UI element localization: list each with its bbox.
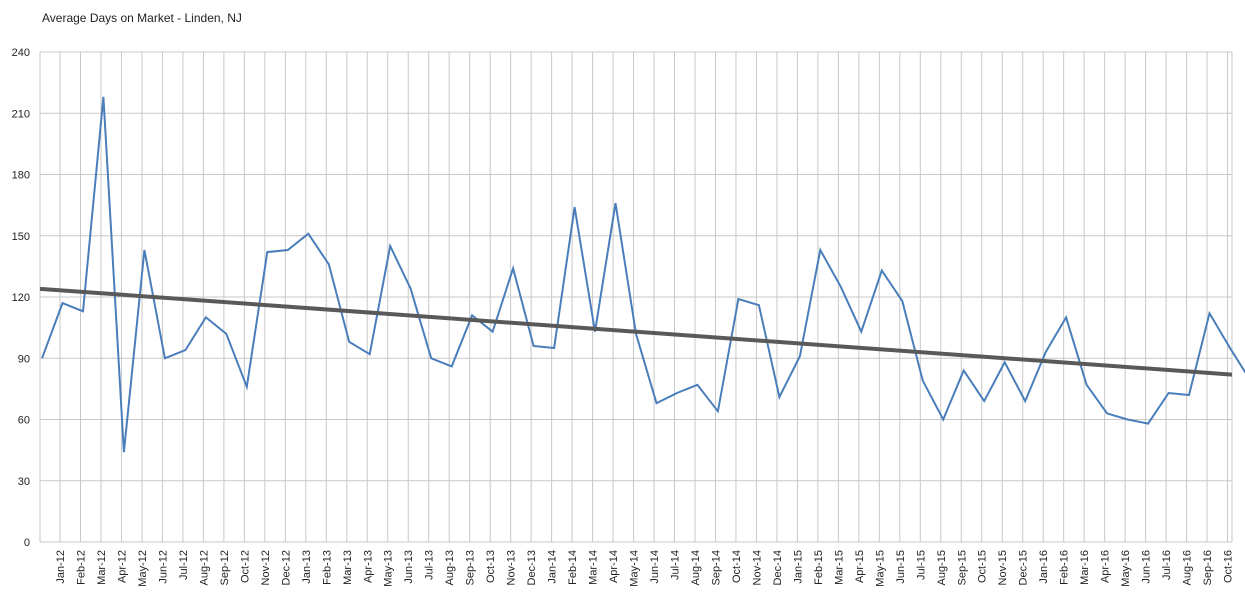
x-tick-label: May-13	[383, 550, 395, 587]
x-tick-label: Dec-12	[280, 550, 292, 585]
x-tick-label: Jul-15	[915, 550, 927, 580]
x-tick-label: Dec-14	[772, 550, 784, 585]
x-tick-label: Feb-16	[1059, 550, 1071, 585]
x-tick-label: May-16	[1120, 550, 1132, 587]
x-tick-label: Sep-16	[1202, 550, 1214, 585]
x-tick-label: Jan-12	[55, 550, 67, 584]
x-tick-label: Feb-14	[567, 550, 579, 585]
x-tick-label: Oct-13	[485, 550, 497, 583]
chart-title: Average Days on Market - Linden, NJ	[42, 11, 242, 25]
x-tick-label: Oct-16	[1223, 550, 1235, 583]
x-tick-label: Nov-15	[997, 550, 1009, 585]
x-tick-label: Apr-13	[362, 550, 374, 583]
x-tick-label: Apr-16	[1100, 550, 1112, 583]
x-tick-label: Jul-14	[670, 550, 682, 580]
y-tick-label: 210	[12, 108, 30, 120]
x-tick-label: Jun-16	[1141, 550, 1153, 584]
x-tick-label: Jul-16	[1161, 550, 1173, 580]
x-tick-label: Nov-13	[506, 550, 518, 585]
x-tick-label: Jun-12	[157, 550, 169, 584]
x-tick-label: Jan-13	[301, 550, 313, 584]
x-tick-label: Sep-14	[710, 550, 722, 585]
x-tick-label: Sep-13	[465, 550, 477, 585]
x-tick-label: Oct-14	[731, 550, 743, 583]
x-tick-label: Apr-14	[608, 550, 620, 583]
x-tick-label: Feb-15	[813, 550, 825, 585]
x-tick-label: Nov-14	[751, 550, 763, 585]
x-tick-label: Jun-14	[649, 550, 661, 584]
y-tick-label: 60	[18, 415, 30, 427]
x-tick-label: Nov-12	[260, 550, 272, 585]
x-tick-label: Mar-16	[1079, 550, 1091, 585]
x-tick-label: Mar-14	[588, 550, 600, 585]
x-tick-label: Mar-13	[342, 550, 354, 585]
data-line	[41, 96, 1245, 453]
x-tick-label: Mar-15	[833, 550, 845, 585]
y-tick-label: 120	[12, 292, 30, 304]
x-tick-label: Aug-13	[444, 550, 456, 585]
x-tick-label: Oct-12	[239, 550, 251, 583]
x-tick-label: Aug-12	[198, 550, 210, 585]
x-tick-label: Dec-15	[1018, 550, 1030, 585]
y-tick-label: 150	[12, 231, 30, 243]
y-tick-label: 30	[18, 476, 30, 488]
x-tick-label: Jul-12	[178, 550, 190, 580]
trend-line	[39, 286, 1233, 377]
x-tick-label: May-14	[629, 550, 641, 587]
y-tick-label: 90	[18, 353, 30, 365]
x-tick-label: Aug-15	[936, 550, 948, 585]
x-tick-label: Sep-15	[956, 550, 968, 585]
x-tick-label: Sep-12	[219, 550, 231, 585]
x-tick-label: Feb-12	[76, 550, 88, 585]
x-tick-label: Aug-16	[1182, 550, 1194, 585]
x-tick-label: Dec-13	[526, 550, 538, 585]
x-tick-label: May-15	[874, 550, 886, 587]
x-tick-label: Apr-12	[116, 550, 128, 583]
x-tick-label: May-12	[137, 550, 149, 587]
x-tick-label: Feb-13	[321, 550, 333, 585]
x-tick-label: Jun-13	[403, 550, 415, 584]
x-tick-label: Mar-12	[96, 550, 108, 585]
x-tick-label: Oct-15	[977, 550, 989, 583]
y-tick-label: 240	[12, 47, 30, 59]
x-tick-label: Jan-14	[547, 550, 559, 584]
y-tick-label: 180	[12, 170, 30, 182]
x-tick-label: Jul-13	[424, 550, 436, 580]
y-tick-label: 0	[24, 537, 30, 549]
x-tick-label: Aug-14	[690, 550, 702, 585]
x-tick-label: Apr-15	[854, 550, 866, 583]
x-tick-label: Jan-16	[1038, 550, 1050, 584]
x-tick-label: Jun-15	[895, 550, 907, 584]
x-tick-label: Jan-15	[792, 550, 804, 584]
